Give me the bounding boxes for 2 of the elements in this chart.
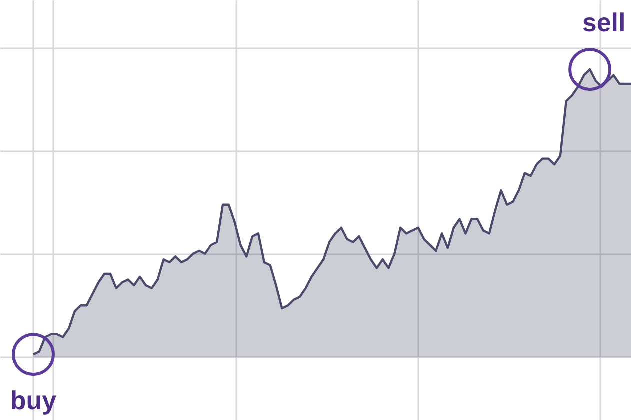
annotation: sell <box>582 8 626 38</box>
annotation: buy <box>10 386 58 416</box>
